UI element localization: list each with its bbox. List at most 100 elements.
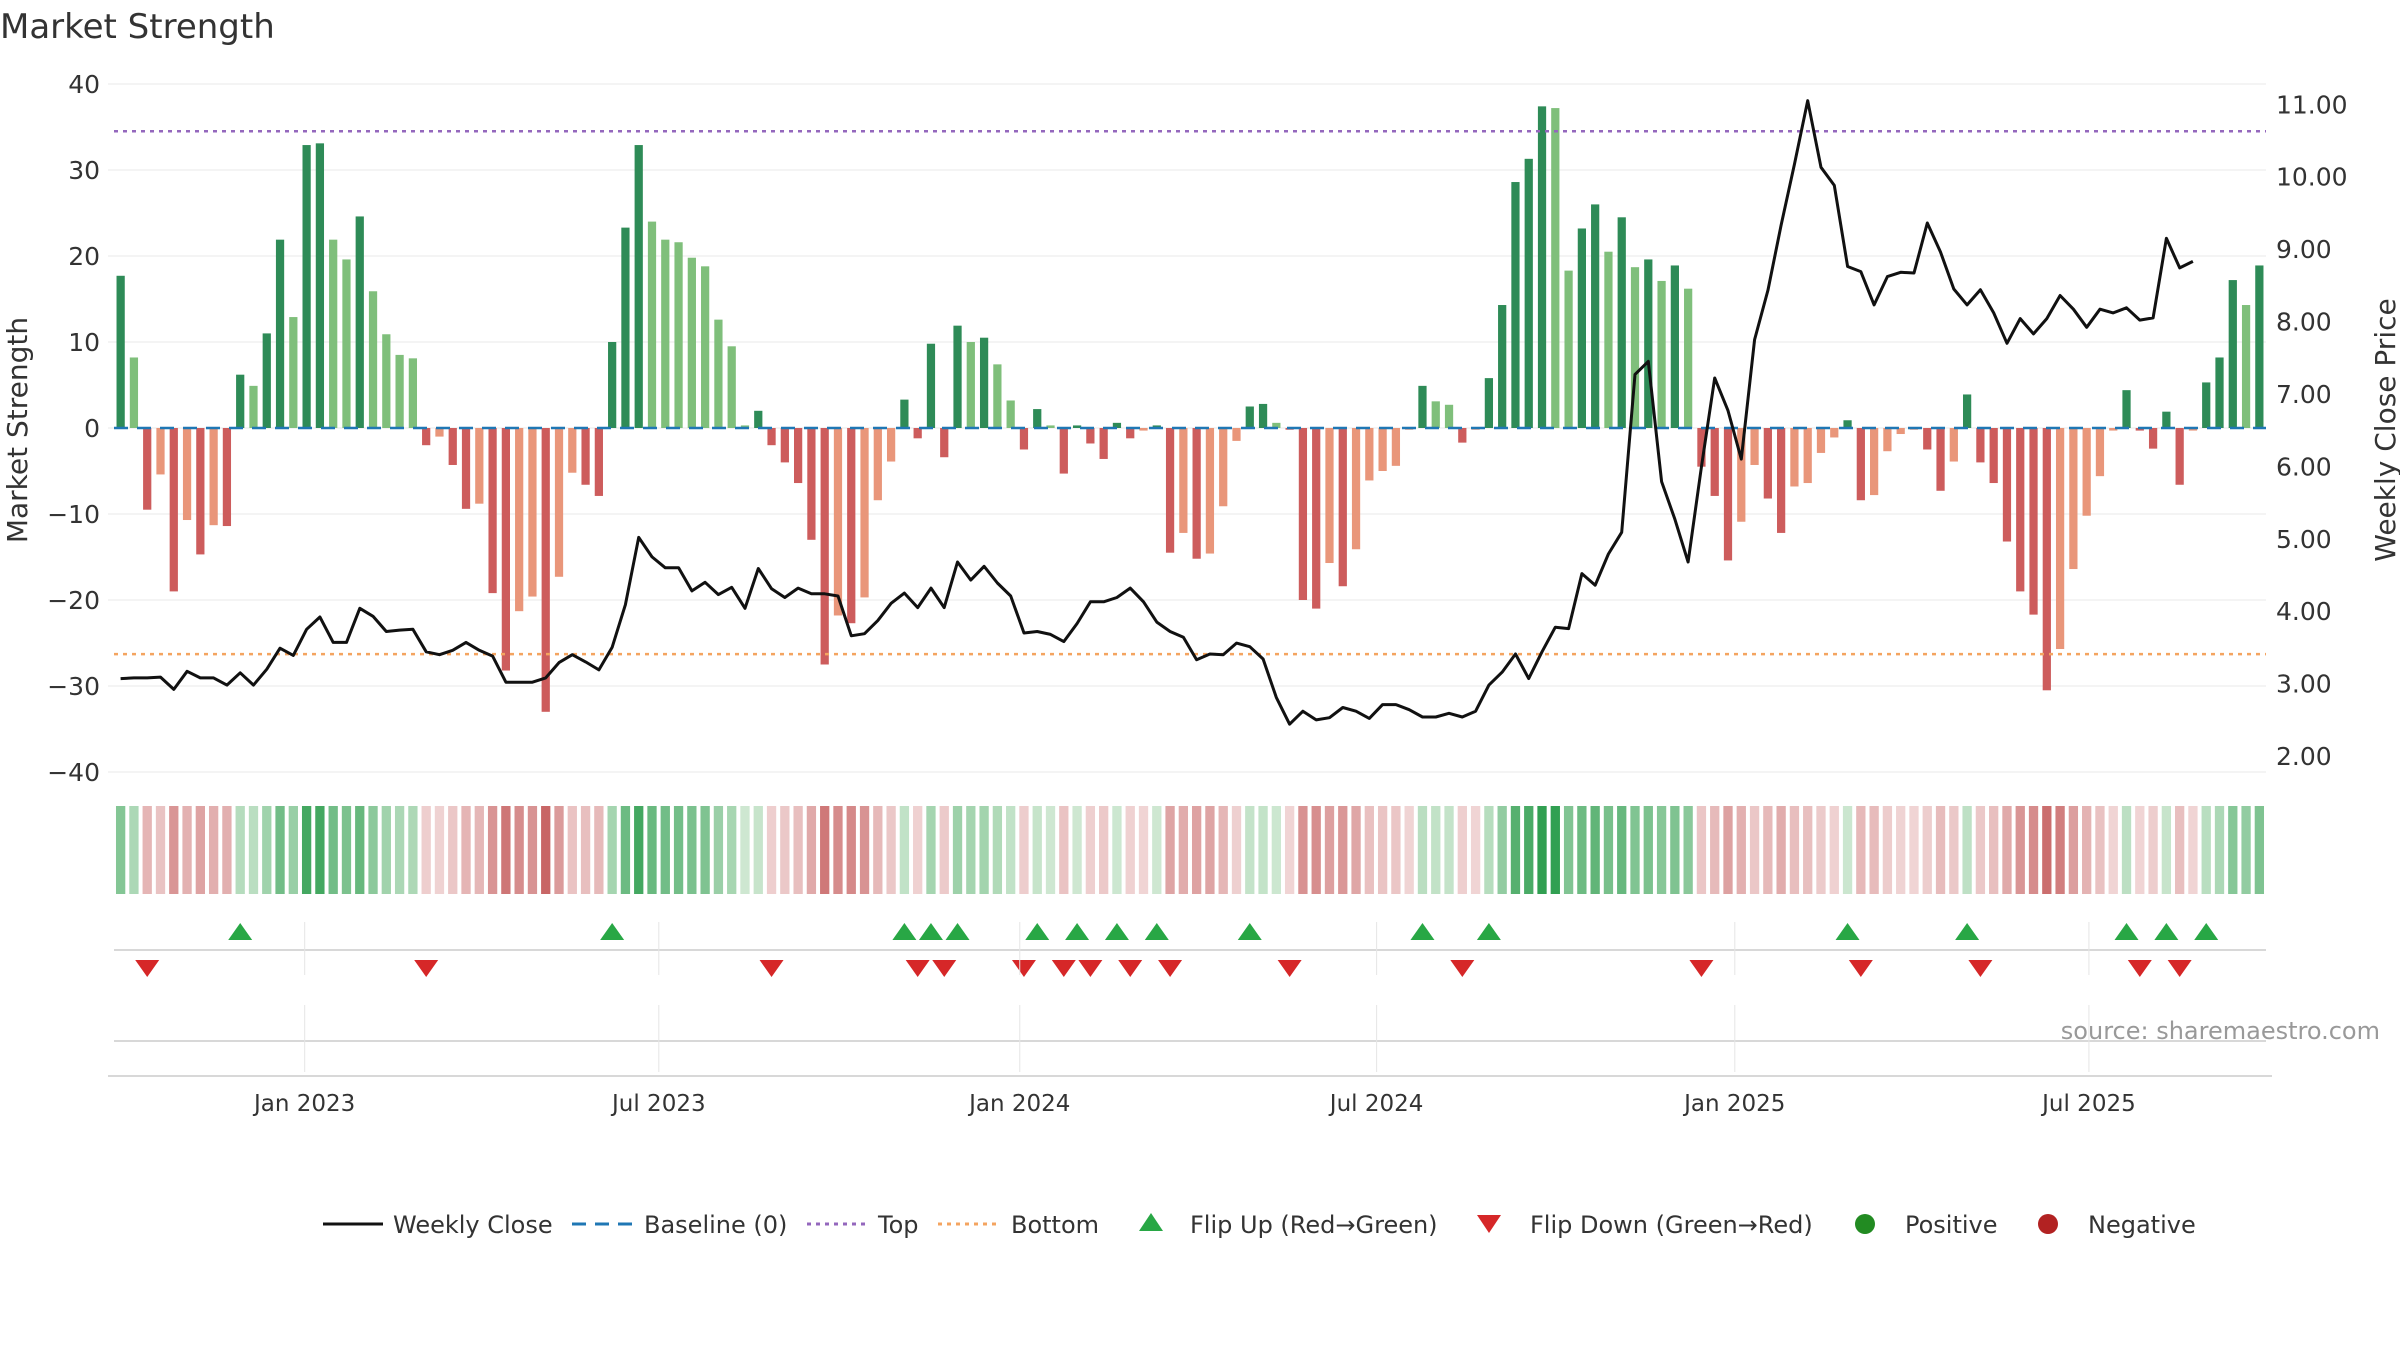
heat-strip-cell (1271, 806, 1281, 894)
heat-strip-cell (368, 806, 378, 894)
flip-down-marker (1078, 960, 1103, 977)
heat-strip-cell (886, 806, 896, 894)
flip-up-marker (1025, 923, 1050, 940)
flip-up-marker (918, 923, 943, 940)
heat-strip-cell (1032, 806, 1042, 894)
heat-strip-cell (966, 806, 976, 894)
heat-strip-cell (1909, 806, 1919, 894)
negative-strength-bar (1830, 428, 1839, 438)
negative-strength-bar (873, 428, 882, 501)
negative-strength-bar (2135, 428, 2144, 431)
right-y-tick-label: 6.00 (2276, 452, 2332, 481)
heat-strip-cell (740, 806, 750, 894)
heat-strip-cell (793, 806, 803, 894)
heat-strip-cell (554, 806, 564, 894)
positive-strength-bar (1418, 385, 1427, 428)
left-y-tick-label: −20 (47, 586, 100, 615)
negative-strength-bar (222, 428, 232, 527)
positive-strength-bar (315, 143, 325, 428)
flip-up-marker (1104, 923, 1129, 940)
negative-strength-bar (2148, 428, 2158, 449)
heat-strip-cell (1922, 806, 1932, 894)
heat-strip-cell (1391, 806, 1401, 894)
heat-strip-cell (527, 806, 538, 894)
heat-strip-cell (1749, 806, 1760, 894)
heat-strip-cell (859, 806, 870, 894)
negative-strength-bar (860, 428, 869, 598)
heat-strip-cell (328, 806, 338, 894)
positive-strength-bar (395, 354, 404, 428)
left-y-tick-label: 30 (68, 156, 100, 185)
heat-strip-cell (195, 806, 205, 894)
heat-strip-cell (1723, 806, 1733, 894)
heat-strip-cell (1603, 806, 1614, 894)
heat-strip-cell (1019, 806, 1029, 894)
positive-strength-bar (382, 334, 391, 428)
positive-strength-bar (993, 364, 1002, 428)
negative-strength-bar (1989, 428, 1998, 484)
negative-strength-bar (1312, 428, 1321, 609)
negative-strength-bar (169, 428, 178, 592)
positive-strength-bar (714, 319, 723, 428)
heat-strip-cell (1869, 806, 1879, 894)
main-plot: 40 30 20 10 0 −10 −20 −30 −40 11.00 10.00 9.00 8.00… (47, 70, 2347, 787)
heat-strip-cell (514, 806, 524, 894)
negative-strength-bar (807, 428, 816, 540)
flip-up-marker (1065, 923, 1090, 940)
heat-strip-cell (992, 806, 1003, 894)
negative-strength-bar (422, 428, 431, 446)
negative-strength-bar (1976, 428, 1985, 463)
positive-strength-bar (966, 342, 975, 428)
heat-strip-cell (1763, 806, 1773, 894)
heat-strip-cell (753, 806, 763, 894)
heat-strip-cell (1524, 806, 1534, 894)
heat-strip-cell (288, 806, 298, 894)
negative-strength-bar (1338, 428, 1347, 587)
heat-strip-cell (580, 806, 591, 894)
negative-strength-bar (1896, 428, 1905, 435)
flip-down-marker (759, 960, 784, 977)
negative-strength-bar (1019, 428, 1029, 450)
heat-strip-cell (634, 806, 644, 894)
heat-strip-cell (1896, 806, 1906, 894)
negative-strength-bar (1737, 428, 1746, 522)
flip-up-marker (892, 923, 917, 940)
positive-strength-bar (740, 425, 750, 428)
flip-up-marker (945, 923, 970, 940)
right-y-tick-label: 11.00 (2276, 90, 2348, 119)
strength-bars (116, 106, 2264, 712)
heat-strip-cell (1829, 806, 1839, 894)
positive-strength-bar (1564, 270, 1573, 428)
positive-strength-bar (1962, 394, 1972, 428)
legend-flip-up: Flip Up (Red→Green) (1190, 1211, 1438, 1239)
heat-strip-cell (2108, 806, 2118, 894)
positive-strength-bar (1843, 420, 1852, 428)
positive-strength-bar (1524, 158, 1533, 428)
heat-strip-cell (1537, 806, 1547, 894)
negative-strength-bar (1351, 428, 1361, 550)
left-y-axis-ticks: 40 30 20 10 0 −10 −20 −30 −40 (47, 70, 100, 787)
heat-strip-cell (1736, 806, 1746, 894)
heat-strip-cell (1006, 806, 1016, 894)
flip-down-triangle-icon (1477, 1215, 1501, 1233)
positive-strength-bar (1670, 265, 1679, 428)
negative-strength-bar (1923, 428, 1932, 450)
heat-strip-cell (780, 806, 790, 894)
negative-strength-bar (594, 428, 603, 496)
positive-strength-bar (953, 325, 962, 428)
positive-strength-bar (329, 239, 338, 428)
flip-down-marker (135, 960, 160, 977)
heat-strip-cell (2241, 806, 2251, 894)
heat-strip-cell (1975, 806, 1986, 894)
negative-strength-bar (1936, 428, 1945, 491)
heat-strip-cell (620, 806, 631, 894)
heat-strip-cell (1989, 806, 1999, 894)
positive-strength-bar (1444, 404, 1454, 428)
flip-down-marker (1277, 960, 1302, 977)
heat-strip-cell (315, 806, 325, 894)
negative-strength-bar (1219, 428, 1228, 507)
positive-strength-bar (2122, 390, 2131, 428)
right-y-axis-label: Weekly Close Price (2369, 298, 2400, 561)
heat-strip-cell (913, 806, 923, 894)
